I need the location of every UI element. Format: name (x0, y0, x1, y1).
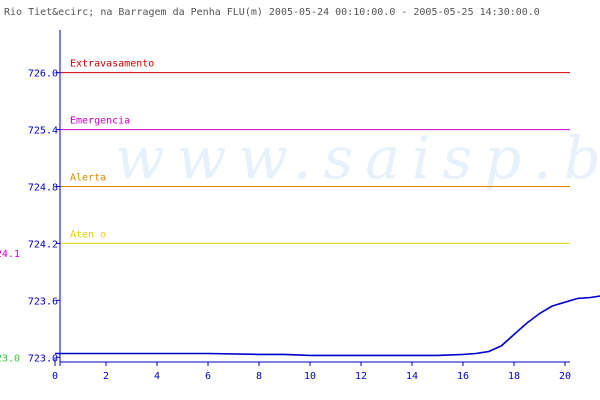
y-tick-label: 723.6 (28, 296, 58, 307)
y-tick-label: 726.0 (28, 69, 58, 80)
x-tick-label: 12 (355, 371, 367, 382)
x-tick-label: 18 (508, 371, 520, 382)
chart-watermark: www.saisp.br (115, 124, 600, 192)
x-tick-label: 2 (103, 371, 109, 382)
x-tick-label: 14 (406, 371, 418, 382)
threshold-label: Emergencia (70, 116, 130, 127)
threshold-layer: Extravasamento Emergencia Alerta Aten o (60, 59, 570, 244)
x-tick-label: 6 (205, 371, 211, 382)
threshold-label: Alerta (70, 173, 106, 184)
x-tick-label: 0 (52, 371, 58, 382)
left-marker-label: 724.1 (0, 249, 20, 260)
x-tick-label: 10 (304, 371, 316, 382)
x-tick-label: 4 (154, 371, 160, 382)
left-marker-layer: 724.1 723.0 (0, 249, 20, 364)
threshold-label: Aten o (70, 229, 106, 240)
x-tick-label: 20 (559, 371, 571, 382)
water-level-line (55, 295, 600, 357)
left-marker-label: 723.0 (0, 353, 20, 364)
y-tick-label: 724.2 (28, 239, 58, 250)
x-tick-label: 8 (256, 371, 262, 382)
y-tick-label: 725.4 (28, 126, 58, 137)
axes-layer: 723.0 723.6 724.2 724.8 725.4 726.0 0 2 4 6 8 10 12 1… (28, 30, 571, 382)
chart-title: Rio Tiet&ecirc; na Barragem da Penha FLU… (4, 7, 540, 18)
threshold-label: Extravasamento (70, 59, 154, 70)
series-layer (55, 295, 600, 357)
y-tick-label: 723.0 (28, 353, 58, 364)
y-tick-label: 724.8 (28, 183, 58, 194)
x-tick-label: 16 (457, 371, 469, 382)
